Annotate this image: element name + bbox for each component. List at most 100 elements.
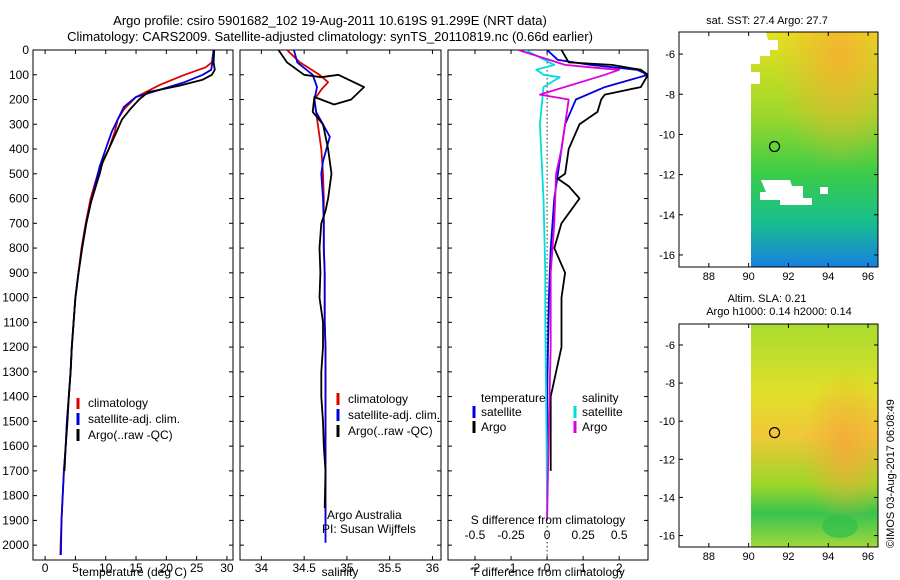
figure-title-line2: Climatology: CARS2009. Satellite-adjuste…	[67, 29, 593, 44]
series-line-salinity-satellite	[525, 50, 561, 521]
x-tick-label: 2	[616, 561, 623, 575]
temperature-xlabel: temperature (deg C)	[79, 565, 187, 579]
map-lat-label: -14	[659, 492, 675, 504]
legend-label-climatology: climatology	[348, 392, 408, 406]
map-lon-label: 96	[862, 551, 874, 563]
sst-map-title: sat. SST: 27.4 Argo: 27.7	[706, 15, 828, 27]
map-lat-label: -10	[659, 416, 675, 428]
sst-missing-data-cloud	[760, 180, 812, 205]
temperature-panel: 0100200300400500600700800900100011001200…	[2, 43, 234, 579]
argo-float-marker	[768, 427, 781, 439]
legend-label-satellite: satellite-adj. clim.	[348, 408, 440, 422]
s-diff-tick-label: 0.5	[611, 528, 628, 542]
depth-tick-label: 1800	[2, 489, 29, 503]
depth-tick-label: 1700	[2, 464, 29, 478]
depth-tick-label: 1100	[3, 315, 29, 329]
legend-label-climatology: climatology	[88, 396, 148, 410]
sst-map: sat. SST: 27.4 Argo: 27.7 88 90 92 94 96 -6 -8…	[659, 15, 879, 283]
salinity-panel: 34 34.5 35 35.5 36 salinity climatology sate…	[239, 49, 442, 579]
legend-title-salinity: salinity	[582, 391, 619, 405]
series-line-temperature-argo	[549, 50, 648, 471]
legend-label-temp-satellite: satellite	[481, 405, 522, 419]
difference-axis-ticks	[448, 49, 648, 546]
depth-tick-label: 1900	[2, 513, 29, 527]
sst-missing-data-top	[751, 32, 778, 64]
legend-label-satellite: satellite-adj. clim.	[88, 412, 180, 426]
depth-tick-label: 500	[9, 167, 29, 181]
imos-timestamp: ©IMOS 03-Aug-2017 06:08:49	[885, 399, 897, 548]
depth-tick-label: 1300	[2, 365, 29, 379]
salinity-axes-frame	[239, 49, 442, 561]
x-tick-label: 34	[255, 561, 269, 575]
sst-warm-patch	[751, 32, 878, 267]
map-lat-label: -16	[659, 250, 675, 262]
difference-x-axis: -2 -1 0 1 2	[470, 50, 623, 575]
series-line-argo-raw-qc-	[63, 50, 216, 471]
credit-org: Argo Australia	[327, 508, 402, 522]
map-lon-label: 96	[862, 271, 874, 283]
map-lat-label: -14	[659, 210, 675, 222]
x-tick-label: 5	[72, 561, 79, 575]
x-tick-label: 36	[426, 561, 440, 575]
depth-tick-label: 600	[9, 192, 29, 206]
map-lon-label: 90	[743, 551, 755, 563]
credit-pi: PI: Susan Wijffels	[322, 522, 416, 536]
depth-tick-label: 300	[9, 117, 29, 131]
map-lon-label: 88	[703, 551, 715, 563]
map-lat-label: -12	[659, 454, 675, 466]
depth-tick-label: 100	[9, 68, 29, 82]
series-line-satellite-adj-clim-	[293, 50, 331, 543]
map-lon-label: 94	[822, 271, 834, 283]
depth-tick-label: 900	[9, 266, 29, 280]
difference-series	[518, 50, 648, 521]
difference-xlabel: T difference from climatology	[471, 565, 625, 579]
legend-label-argo: Argo(..raw -QC)	[88, 428, 173, 442]
depth-tick-label: 1500	[2, 414, 29, 428]
depth-tick-label: 0	[22, 43, 29, 57]
x-tick-label: -1	[506, 561, 517, 575]
sst-missing-data-speck	[820, 187, 828, 194]
sla-warm-patch	[751, 324, 878, 547]
legend-label-sal-satellite: satellite	[582, 405, 623, 419]
map-lon-label: 92	[782, 271, 794, 283]
salinity-legend: climatology satellite-adj. clim. Argo(..…	[336, 392, 440, 438]
difference-legend: temperature satellite Argo salinity sate…	[472, 391, 623, 434]
map-lat-label: -6	[665, 340, 675, 352]
x-tick-label: 10	[99, 561, 113, 575]
depth-tick-label: 1200	[2, 340, 29, 354]
salinity-x-axis: 34 34.5 35 35.5 36	[255, 50, 440, 575]
temperature-series	[59, 50, 216, 556]
sla-map-frame	[678, 323, 879, 548]
x-tick-label: 20	[160, 561, 174, 575]
series-line-salinity-argo	[518, 50, 621, 521]
sla-low-patch	[822, 514, 858, 538]
map-lat-label: -10	[659, 129, 675, 141]
x-tick-label: 34.5	[292, 561, 316, 575]
x-tick-label: 1	[580, 561, 587, 575]
map-lon-label: 94	[822, 551, 834, 563]
map-lon-label: 90	[743, 271, 755, 283]
depth-tick-label: 1600	[2, 439, 29, 453]
sla-map-axes: 88 90 92 94 96 -6 -8 -10 -12 -14 -16	[659, 324, 878, 563]
temperature-legend: climatology satellite-adj. clim. Argo(..…	[76, 396, 180, 442]
legend-title-temperature: temperature	[481, 391, 546, 405]
temperature-x-axis: 0 5 10 15 20 25 30	[42, 50, 234, 575]
x-tick-label: 25	[190, 561, 204, 575]
x-tick-label: 0	[42, 561, 49, 575]
depth-tick-label: 1400	[2, 390, 29, 404]
x-tick-label: 35.5	[378, 561, 402, 575]
s-diff-tick-label: -0.25	[497, 528, 525, 542]
map-lat-label: -8	[665, 89, 675, 101]
x-tick-label: 30	[220, 561, 234, 575]
x-tick-label: 15	[129, 561, 143, 575]
x-tick-label: 0	[544, 561, 551, 575]
legend-label-temp-argo: Argo	[481, 420, 507, 434]
map-lat-label: -16	[659, 531, 675, 543]
map-lon-label: 92	[782, 551, 794, 563]
x-tick-label: -2	[470, 561, 481, 575]
depth-tick-label: 2000	[2, 538, 29, 552]
map-lat-label: -6	[665, 49, 675, 61]
map-lat-label: -12	[659, 170, 675, 182]
depth-tick-label: 400	[9, 142, 29, 156]
